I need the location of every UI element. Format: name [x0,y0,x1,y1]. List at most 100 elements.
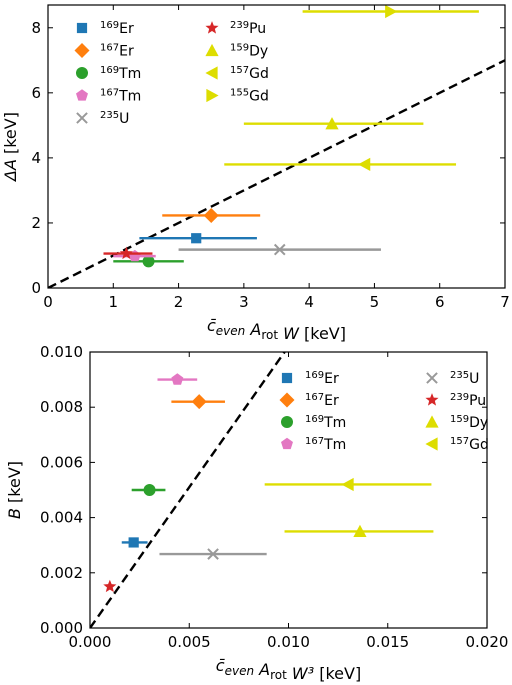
legend-label-235U: 235U [100,110,129,127]
legend-element: U [119,111,129,127]
x-tick-label: 3 [239,293,249,311]
legend-marker-239Pu [425,393,439,406]
legend-mass: 235 [100,110,119,121]
axis-label-subscript: rot [270,668,287,682]
legend-label-169Tm: 169Tm [305,414,346,431]
y-tick-label: 0.000 [40,619,83,637]
axis-label-part: A [254,660,270,679]
data-point-159Dy [284,524,434,538]
data-point-159Dy [243,117,424,130]
marker-155Gd [385,5,398,19]
x-tick-label: 4 [304,293,314,311]
axis-label-part: c̄ [207,316,216,335]
y-tick-label: 0.008 [40,398,83,416]
legend-item-167Tm: 167Tm [76,88,141,105]
legend-element: Er [119,44,134,60]
y-tick-label: 4 [31,149,41,167]
legend-marker-157Gd [205,66,218,80]
marker-159Dy [353,524,367,538]
legend-marker-157Gd [425,437,438,451]
x-tick-label: 0.010 [267,633,310,651]
legend-element: U [469,371,479,387]
x-tick-label: 6 [435,293,445,311]
marker-157Gd [358,157,371,171]
legend-marker-159Dy [205,43,219,57]
legend-mass: 167 [305,392,324,403]
legend-item-167Er: 167Er [74,43,134,60]
legend-element: Tm [323,437,346,453]
axis-label-subscript: even [216,324,245,338]
axis-label-subscript: even [225,664,254,678]
legend-label-169Er: 169Er [305,370,339,387]
legend-marker-169Tm [281,416,293,428]
x-tick-label: 0.020 [466,633,509,651]
x-tick-label: 0.015 [366,633,409,651]
data-point-169Tm [131,484,166,496]
legend-label-159Dy: 159Dy [450,414,488,431]
y-tick-label: 6 [31,84,41,102]
legend-marker-167Er [279,392,295,408]
legend-label-239Pu: 239Pu [450,392,486,409]
x-axis-label: c̄even Arot W [keV] [207,316,346,343]
legend-mass: 235 [450,370,469,381]
data-point-155Gd [302,5,479,19]
data-point-169Tm [113,255,184,268]
x-tick-label: 0.005 [168,633,211,651]
legend-mass: 167 [100,88,119,99]
data-point-167Tm [157,373,198,385]
reference-line [48,59,505,288]
legend-label-169Er: 169Er [100,20,134,37]
plot-frame [47,4,506,289]
x-tick-label: 7 [500,293,510,311]
legend-mass: 239 [230,20,249,31]
legend-label-157Gd: 157Gd [230,65,269,82]
legend-marker-155Gd [206,88,219,103]
data-point-157Gd [264,477,432,492]
legend-mass: 167 [305,436,324,447]
legend-mass: 169 [100,20,119,31]
legend-marker-169Tm [76,67,88,79]
legend-marker-167Tm [76,89,88,101]
legend-label-169Tm: 169Tm [100,65,141,82]
legend-item-155Gd: 155Gd [206,88,269,105]
plot-area [48,5,505,288]
legend-marker-167Tm [281,437,293,450]
legend-element: Er [324,393,339,409]
legend-item-169Tm: 169Tm [281,414,346,431]
data-point-169Er [121,537,148,548]
legend-marker-169Er [281,372,293,384]
legend-label-157Gd: 157Gd [450,436,489,453]
legend-label-155Gd: 155Gd [230,88,269,105]
axis-label-part: [keV] [314,664,361,683]
legend-mass: 167 [100,43,119,54]
legend-marker-169Er [76,22,88,34]
y-tick-label: 0.006 [40,453,83,471]
x-tick-label: 1 [109,293,119,311]
legend-label-167Tm: 167Tm [100,88,141,105]
legend-item-157Gd: 157Gd [205,65,269,82]
data-point-157Gd [224,157,457,171]
legend-mass: 157 [450,436,469,447]
marker-235U [273,243,286,256]
y-axis-label: ΔA [keV] [1,112,20,183]
y-axis-label: B [keV] [5,461,24,519]
legend-element: Er [324,371,339,387]
marker-157Gd [341,477,354,492]
marker-239Pu [119,246,133,260]
y-tick-label: 8 [31,19,41,37]
legend-mass: 169 [100,65,119,76]
axis-label-part: W³ [287,664,314,683]
legend-label-235U: 235U [450,370,479,387]
legend-label-167Tm: 167Tm [305,436,346,453]
x-axis-label: c̄even Arot W³ [keV] [216,656,361,683]
data-point-239Pu [103,246,153,260]
legend-element: Gd [249,66,269,82]
legend-item-159Dy: 159Dy [205,43,268,60]
x-tick-label: 0.000 [69,633,112,651]
legend: 169Er167Er169Tm167Tm235U239Pu159Dy157Gd1… [74,20,269,127]
legend-element: Er [119,21,134,37]
axis-label-part: W [278,324,300,343]
